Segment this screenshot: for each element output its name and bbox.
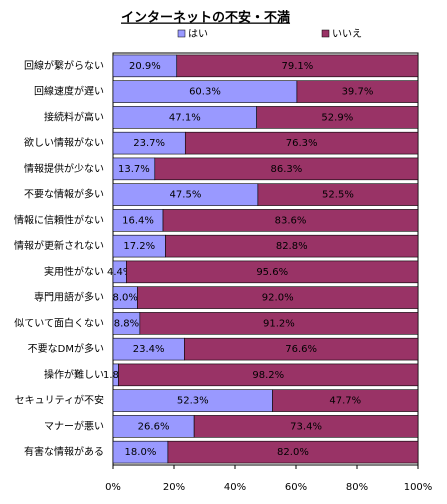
y-tick-label: 不要な情報が多い xyxy=(24,188,104,201)
data-label: 47.7% xyxy=(329,396,361,407)
y-tick-label: マナーが悪い xyxy=(44,419,104,432)
bar-segment xyxy=(176,54,419,78)
data-label: 23.7% xyxy=(133,138,165,149)
data-label: 52.5% xyxy=(322,190,354,201)
bar-segment xyxy=(154,157,419,181)
y-tick-label: 情報に信頼性がない xyxy=(14,213,104,226)
data-label: 47.5% xyxy=(170,190,202,201)
data-label: 23.4% xyxy=(133,344,165,355)
y-tick-label: 回線が繋がらない xyxy=(24,59,104,72)
x-tick-label: 20% xyxy=(163,482,185,493)
y-tick-label: 有害な情報がある xyxy=(24,445,104,458)
data-label: 76.3% xyxy=(286,138,318,149)
data-label: 73.4% xyxy=(290,421,322,432)
bar-segment xyxy=(272,389,419,412)
y-tick-label: セキュリティが不安 xyxy=(15,394,104,407)
y-tick-label: 不要なDMが多い xyxy=(28,342,104,355)
bar-segment xyxy=(167,440,419,464)
bar-segment xyxy=(139,312,419,335)
x-tick-label: 80% xyxy=(346,482,368,493)
data-label: 18.0% xyxy=(125,447,157,458)
data-label: 13.7% xyxy=(118,164,150,175)
y-tick-label: 似ていて面白くない xyxy=(14,316,104,329)
bar-segment xyxy=(256,106,419,129)
bar-segment xyxy=(137,286,419,309)
data-label: 98.2% xyxy=(252,370,284,381)
bar-segment xyxy=(184,337,419,361)
data-label: 95.6% xyxy=(256,267,288,278)
data-label: 47.1% xyxy=(169,112,201,123)
bar-segment xyxy=(126,260,419,284)
chart-title: インターネットの不安・不満 xyxy=(121,10,290,26)
data-label: 4.4% xyxy=(107,267,132,278)
y-tick-label: 接続料が高い xyxy=(44,110,104,123)
legend-swatch xyxy=(177,29,186,38)
x-tick-label: 0% xyxy=(105,482,121,493)
data-label: 8.8% xyxy=(114,318,139,329)
data-label: 82.8% xyxy=(276,241,308,252)
plot-area xyxy=(112,52,419,466)
y-tick-label: 実用性がない xyxy=(44,265,104,278)
data-label: 1.8% xyxy=(103,370,128,381)
legend-swatch xyxy=(321,29,330,38)
x-tick-label: 100% xyxy=(404,482,433,493)
legend-label: いいえ xyxy=(332,28,362,40)
x-tick-label: 40% xyxy=(224,482,246,493)
y-tick-label: 情報提供が少ない xyxy=(24,162,104,175)
data-label: 76.6% xyxy=(285,344,317,355)
data-label: 52.9% xyxy=(321,112,353,123)
y-tick-label: 操作が難しい xyxy=(44,368,104,381)
data-label: 16.4% xyxy=(122,215,154,226)
legend-label: はい xyxy=(188,28,208,40)
data-label: 92.0% xyxy=(262,293,294,304)
y-tick-label: 回線速度が遅い xyxy=(34,85,104,98)
bar-segment xyxy=(184,131,419,155)
data-label: 26.6% xyxy=(138,421,170,432)
bar-segment xyxy=(118,363,419,387)
y-tick-label: 欲しい情報がない xyxy=(24,136,104,149)
data-label: 79.1% xyxy=(281,61,313,72)
data-label: 86.3% xyxy=(271,164,303,175)
data-label: 8.0% xyxy=(112,293,137,304)
bar-segment xyxy=(296,80,419,103)
data-label: 91.2% xyxy=(263,318,295,329)
bar-segment xyxy=(162,209,419,232)
y-tick-label: 専門用語が多い xyxy=(34,291,104,304)
x-tick-label: 60% xyxy=(285,482,307,493)
y-tick-label: 情報が更新されない xyxy=(14,239,104,252)
data-label: 60.3% xyxy=(189,87,221,98)
bar-segment xyxy=(165,234,419,258)
data-label: 20.9% xyxy=(129,61,161,72)
data-label: 39.7% xyxy=(342,87,374,98)
bar-segment xyxy=(257,183,419,206)
data-label: 52.3% xyxy=(177,396,209,407)
data-label: 83.6% xyxy=(275,215,307,226)
bar-segment xyxy=(193,415,419,438)
data-label: 82.0% xyxy=(277,447,309,458)
data-label: 17.2% xyxy=(123,241,155,252)
